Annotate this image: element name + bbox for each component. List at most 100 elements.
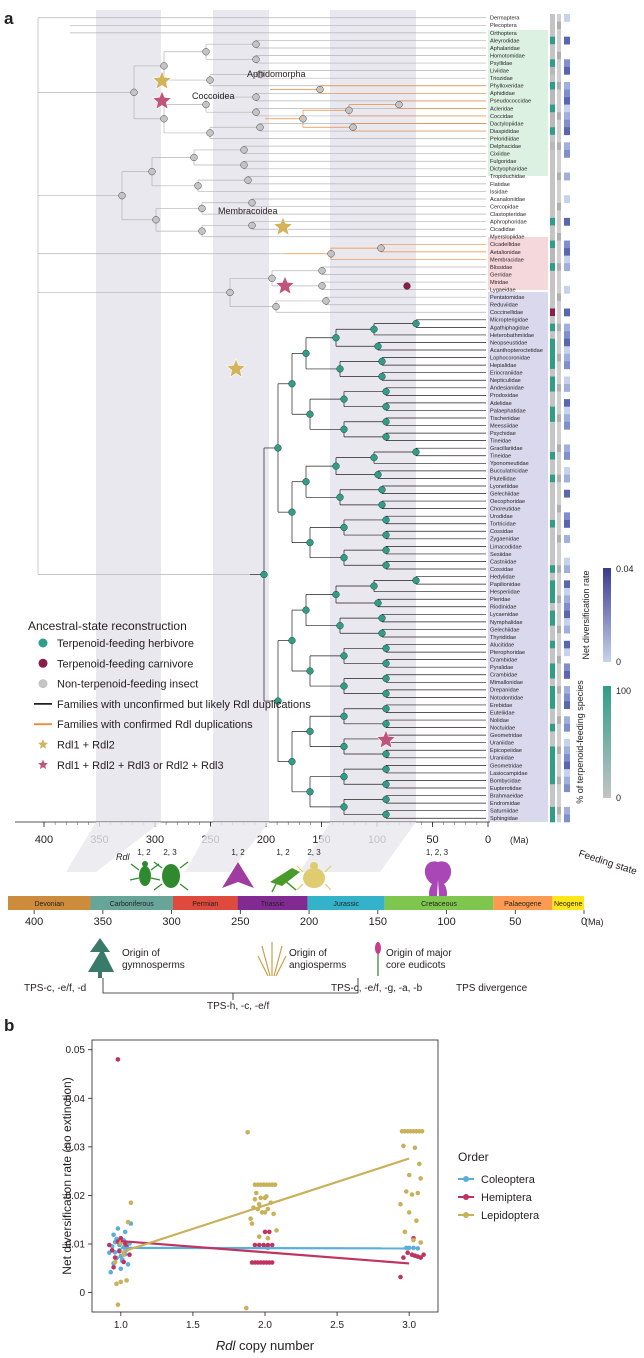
family-label: Aphididae: [490, 91, 515, 97]
ancestral-state-node: [382, 765, 390, 773]
period-block: [493, 896, 553, 910]
feeding-state-cell-2: [557, 572, 561, 581]
feeding-state-cell-2: [557, 565, 561, 574]
colorbar2-title: % of terpenoid-feeding species: [575, 680, 585, 804]
feeding-state-cell: [550, 565, 555, 574]
feeding-state-cell-2: [557, 799, 561, 808]
data-point-hemiptera: [107, 1242, 112, 1248]
ancestral-state-node: [306, 788, 314, 796]
feeding-state-cell-2: [557, 81, 561, 90]
data-point-lepidoptera: [118, 1279, 124, 1285]
feeding-state-cell-2: [557, 557, 561, 566]
panel-b-label: b: [4, 1016, 14, 1035]
feeding-state-cell-2: [557, 165, 561, 173]
feeding-state-cell-2: [557, 134, 561, 143]
family-label: Aphrophoridae: [490, 220, 527, 226]
feeding-state-cell: [550, 406, 555, 415]
y-tick-label: 0.03: [66, 1142, 86, 1153]
beetle-icon: [129, 861, 161, 886]
family-label: Acleridae: [490, 106, 513, 112]
family-label: Sesiidae: [490, 552, 511, 558]
y-tick-label: 0: [79, 1288, 85, 1299]
diversification-cell: [564, 701, 570, 710]
ancestral-state-node: [202, 48, 210, 56]
feeding-state-cell: [550, 384, 555, 392]
y-axis-label: Net diversification rate (no extinction): [60, 1077, 74, 1274]
ancestral-state-node: [302, 478, 310, 486]
ancestral-state-node: [382, 433, 390, 441]
rdl12-star-icon: [151, 70, 173, 90]
family-label: Dactylopiidae: [490, 121, 524, 127]
family-label: Adelidae: [490, 401, 512, 407]
flower-icon: [375, 942, 381, 976]
feeding-state-cell: [550, 754, 555, 762]
order-legend-dot: [463, 1212, 469, 1218]
family-label: Cixiidae: [490, 152, 510, 158]
ancestral-state-node: [403, 282, 411, 290]
origin-angiosperms-line1: Origin of: [289, 948, 327, 959]
feeding-state-cell-2: [557, 89, 561, 98]
feeding-state-cell: [550, 157, 555, 166]
feeding-state-cell-2: [557, 784, 561, 793]
data-point-coleoptera: [411, 1245, 416, 1251]
feeding-state-cell-2: [557, 44, 561, 53]
feeding-state-cell: [550, 36, 555, 45]
family-label: Geometridae: [490, 763, 522, 769]
feeding-state-cell-2: [557, 217, 561, 226]
y-tick-label: 0.04: [66, 1094, 86, 1105]
feeding-state-cell: [550, 74, 555, 83]
ancestral-state-node: [288, 636, 296, 645]
order-legend-label: Coleoptera: [481, 1174, 536, 1186]
ancestral-state-node: [382, 810, 390, 819]
feeding-state-cell: [550, 293, 555, 302]
diversification-cell: [564, 648, 570, 657]
ancestral-state-node: [274, 444, 282, 452]
feeding-state-cell-2: [557, 610, 561, 619]
rdl-label: Rdl: [116, 852, 131, 862]
ancestral-state-node: [306, 667, 314, 675]
feeding-state-cell: [550, 451, 555, 460]
feeding-state-cell: [550, 580, 555, 589]
feeding-state-cell: [550, 519, 555, 528]
y-tick-label: 0.05: [66, 1045, 86, 1056]
feeding-state-cell-2: [557, 670, 561, 679]
data-point-hemiptera: [265, 1242, 271, 1248]
ancestral-state-node: [370, 325, 378, 333]
family-label: Reduviidae: [490, 303, 518, 309]
period-block: [8, 896, 91, 910]
ancestral-state-node: [248, 221, 256, 230]
bottom-axis-tick-label: 350: [94, 916, 112, 928]
ancestral-state-node: [349, 123, 357, 131]
family-label: Aetalionidae: [490, 250, 521, 256]
feeding-state-cell-2: [557, 180, 561, 188]
ancestral-state-node: [378, 629, 386, 637]
x-axis-label: Rdl copy number: [216, 1338, 315, 1353]
family-label: Prodoxidae: [490, 393, 518, 399]
diversification-cell: [564, 474, 570, 483]
data-point-lepidoptera: [404, 1189, 409, 1194]
feeding-state-cell-2: [557, 51, 561, 60]
tps-brackets: [102, 978, 359, 1000]
feeding-state-cell-2: [557, 149, 561, 158]
feeding-state-cell-2: [557, 686, 561, 694]
feeding-state-cell-2: [557, 738, 561, 747]
legend-item-label: Terpenoid-feeding carnivore: [57, 658, 193, 670]
diversification-cell: [564, 323, 570, 332]
colorbar2-min: 0: [616, 793, 621, 803]
feeding-state-cell: [550, 716, 555, 725]
feeding-state-cell: [550, 572, 555, 581]
family-label: Dermaptera: [490, 16, 520, 22]
family-label: Thyrididae: [490, 635, 516, 641]
feeding-state-cell: [550, 587, 555, 596]
data-point-lepidoptera: [406, 1172, 412, 1178]
x-axis-label-italic: Rdl: [216, 1338, 237, 1353]
feeding-state-cell: [550, 497, 555, 506]
feeding-state-cell: [550, 731, 555, 740]
family-label: Blissidae: [490, 265, 512, 271]
ancestral-state-node: [382, 561, 390, 569]
feeding-state-cell: [550, 459, 555, 468]
feeding-state-cell: [550, 300, 555, 309]
ancestral-state-node: [340, 652, 348, 660]
rdl123-star-icon: [274, 275, 296, 295]
legend-swatch-dot: [38, 638, 48, 648]
